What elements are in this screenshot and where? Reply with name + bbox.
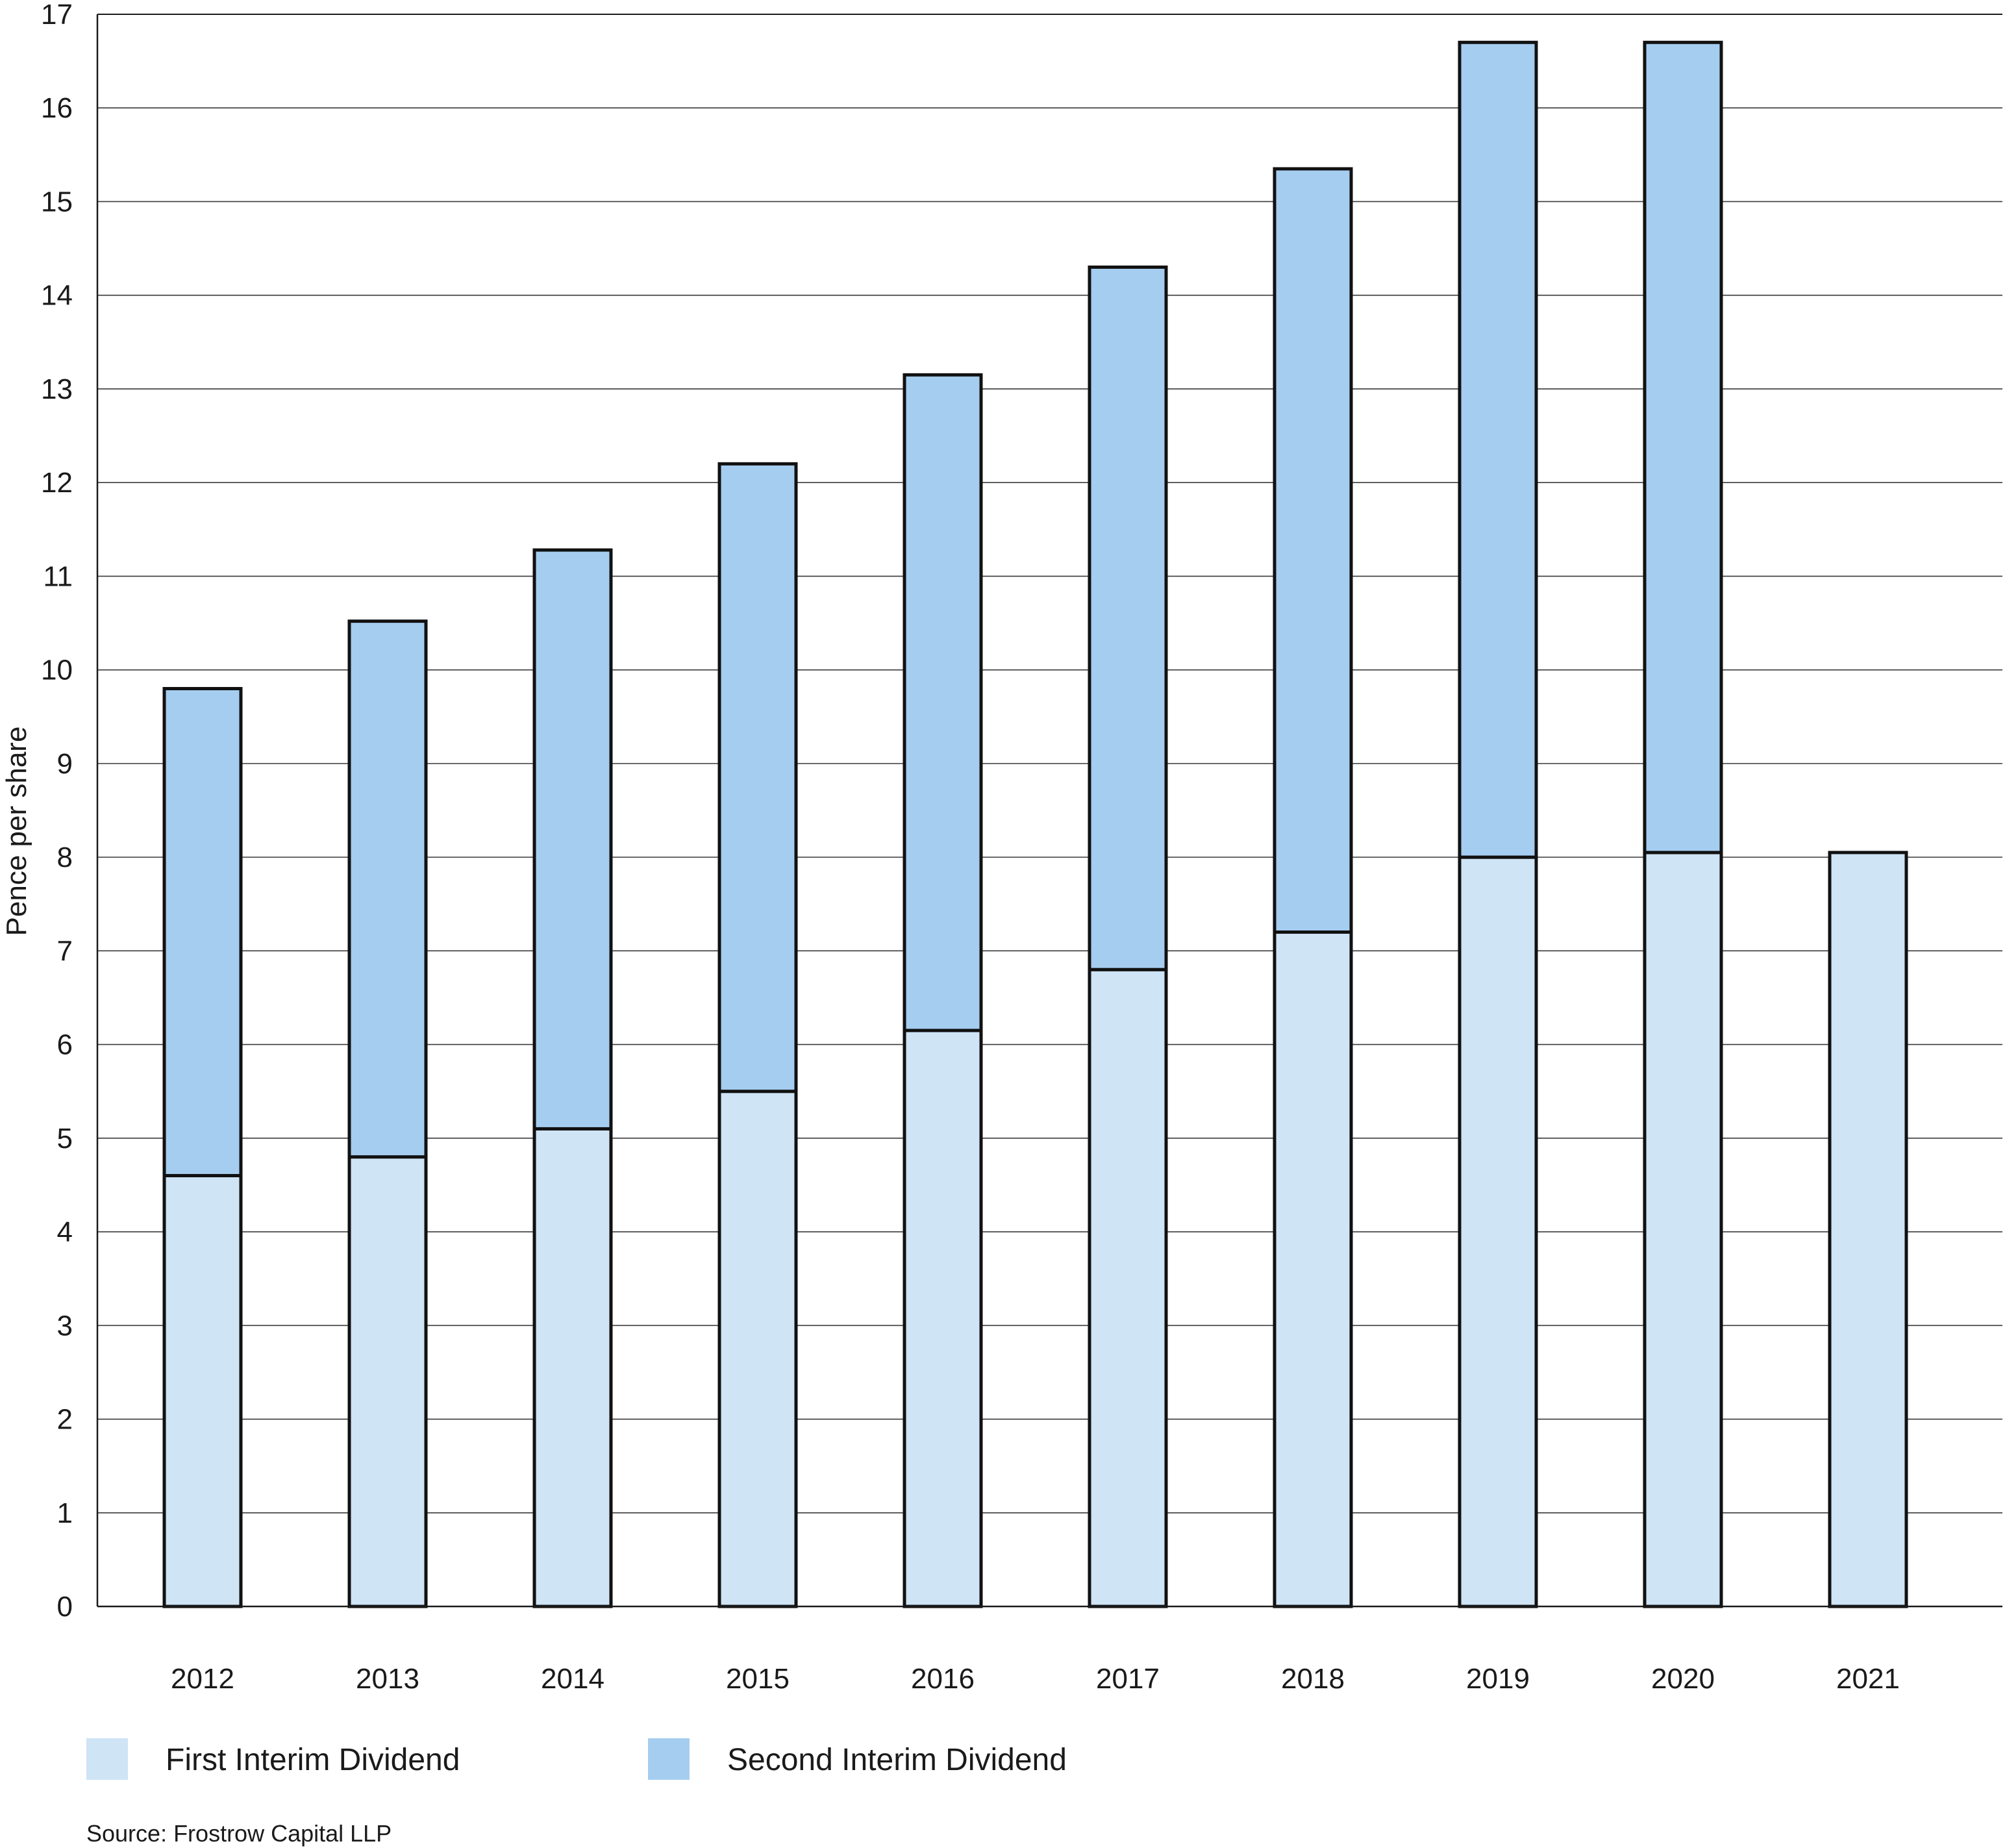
- x-tick-label: 2013: [356, 1663, 419, 1695]
- y-tick-label: 13: [41, 373, 73, 405]
- x-tick-label: 2021: [1836, 1663, 1900, 1695]
- x-tick-label: 2017: [1096, 1663, 1160, 1695]
- source-note: Source: Frostrow Capital LLP: [86, 1820, 392, 1847]
- bar-first-interim-2020: [1643, 851, 1723, 1608]
- y-tick-label: 11: [43, 560, 73, 592]
- y-tick-label: 15: [41, 186, 73, 218]
- x-tick-label: 2014: [541, 1663, 604, 1695]
- legend-swatch-second-interim: [648, 1738, 690, 1780]
- bar-first-interim-2017: [1088, 968, 1168, 1608]
- bar-first-interim-2015: [717, 1090, 798, 1608]
- y-tick-label: 2: [57, 1404, 73, 1436]
- legend: First Interim Dividend Second Interim Div…: [86, 1738, 1067, 1780]
- y-tick-label: 4: [57, 1216, 73, 1248]
- bar-first-interim-2016: [903, 1029, 983, 1608]
- legend-swatch-first-interim: [86, 1738, 128, 1780]
- bar-second-interim-2017: [1088, 265, 1168, 971]
- legend-label-first-interim: First Interim Dividend: [166, 1743, 460, 1777]
- y-tick-label: 14: [41, 280, 73, 312]
- x-tick-label: 2015: [726, 1663, 790, 1695]
- legend-label-second-interim: Second Interim Dividend: [727, 1743, 1067, 1777]
- x-tick-label: 2019: [1466, 1663, 1530, 1695]
- y-tick-label: 12: [41, 467, 73, 499]
- bars: [162, 40, 1908, 1608]
- y-tick-label: 6: [57, 1029, 73, 1061]
- x-tick-label: 2016: [911, 1663, 975, 1695]
- bar-second-interim-2012: [162, 686, 243, 1178]
- bar-first-interim-2019: [1458, 855, 1538, 1608]
- bar-second-interim-2020: [1643, 40, 1723, 855]
- x-tick-label: 2020: [1651, 1663, 1715, 1695]
- bar-first-interim-2018: [1273, 930, 1353, 1608]
- y-tick-label: 9: [57, 748, 73, 780]
- bar-second-interim-2013: [347, 619, 428, 1159]
- x-tick-label: 2012: [171, 1663, 234, 1695]
- y-tick-label: 3: [57, 1310, 73, 1342]
- bar-first-interim-2014: [532, 1127, 613, 1608]
- y-tick-label: 5: [57, 1123, 73, 1155]
- y-tick-label: 8: [57, 842, 73, 873]
- bar-first-interim-2021: [1828, 851, 1908, 1608]
- y-tick-label: 1: [57, 1497, 73, 1529]
- bar-second-interim-2016: [903, 373, 983, 1032]
- x-tick-label: 2018: [1281, 1663, 1345, 1695]
- bar-first-interim-2013: [347, 1155, 428, 1608]
- plot-frame: [96, 14, 2002, 1608]
- y-tick-label: 0: [57, 1591, 73, 1623]
- y-tick-label: 7: [57, 935, 73, 967]
- bar-second-interim-2018: [1273, 167, 1353, 934]
- y-tick-label: 16: [41, 92, 73, 124]
- bar-second-interim-2014: [532, 548, 613, 1130]
- y-tick-label: 17: [41, 0, 73, 31]
- bar-second-interim-2019: [1458, 40, 1538, 859]
- bar-second-interim-2015: [717, 462, 798, 1093]
- y-tick-label: 10: [41, 655, 73, 686]
- x-tick-labels: 2012 2013 2014 2015 2016 2017 2018 2019 2020 2021: [171, 1663, 1900, 1695]
- bar-first-interim-2012: [162, 1174, 243, 1608]
- y-axis-title: Pence per share: [1, 727, 32, 936]
